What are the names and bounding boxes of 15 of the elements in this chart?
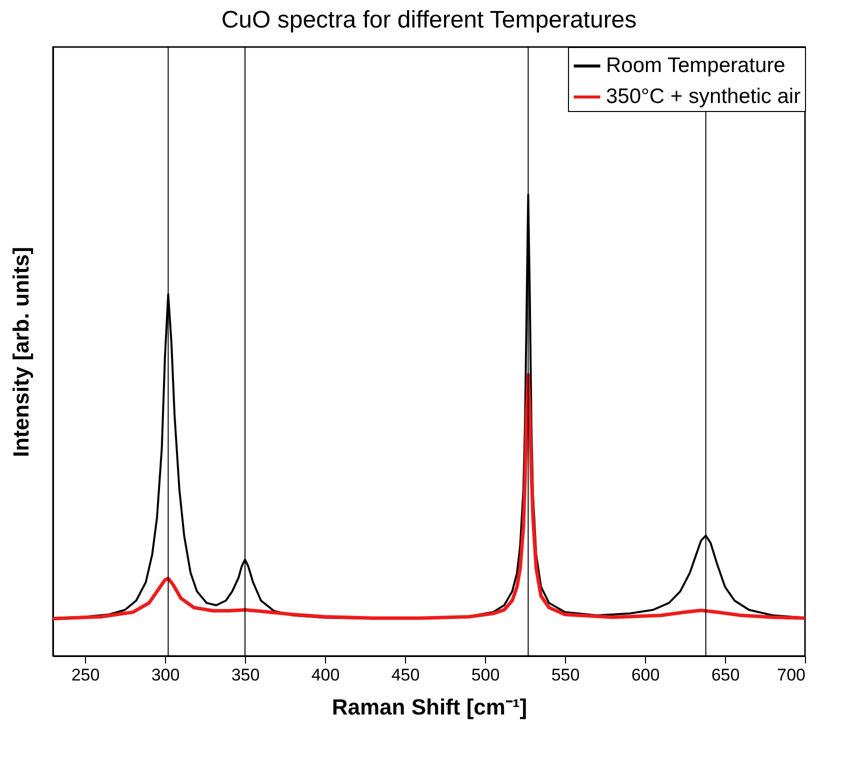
y-axis-title: Intensity [arb. units] xyxy=(8,246,34,458)
x-tick-label: 700 xyxy=(777,666,806,684)
x-tick-label: 600 xyxy=(631,666,660,684)
x-tick-label: 350 xyxy=(231,666,260,684)
legend-label: Room Temperature xyxy=(606,54,786,77)
x-tick-label: 250 xyxy=(71,666,100,684)
x-tick-label: 550 xyxy=(551,666,580,684)
x-axis-title: Raman Shift [cm⁻¹] xyxy=(332,694,528,720)
x-tick-label: 450 xyxy=(391,666,420,684)
x-tick-label: 500 xyxy=(471,666,500,684)
chart-title: CuO spectra for different Temperatures xyxy=(221,6,637,34)
x-tick-label: 400 xyxy=(311,666,340,684)
x-tick-label: 300 xyxy=(151,666,180,684)
x-tick-label: 650 xyxy=(711,666,740,684)
legend-label: 350°C + synthetic air xyxy=(606,85,801,108)
